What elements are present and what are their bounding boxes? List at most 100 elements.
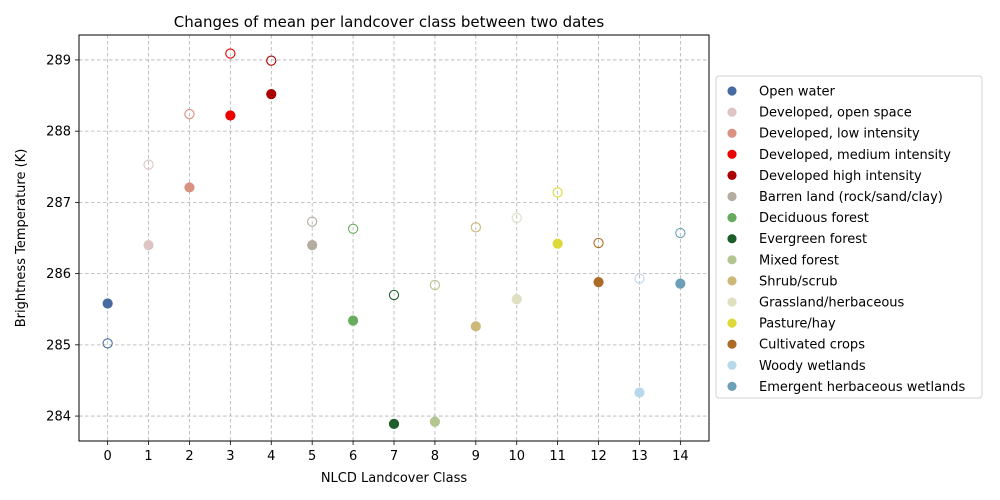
- legend-item: Developed, medium intensity: [727, 148, 951, 163]
- legend: Open water Developed, open space Developed…: [715, 75, 983, 399]
- legend-marker: [727, 381, 737, 391]
- legend-label: Developed, low intensity: [759, 127, 920, 142]
- point-filled: [225, 110, 236, 121]
- point-hollow: [225, 48, 236, 59]
- point-filled: [429, 416, 441, 427]
- legend-label: Grassland/herbaceous: [759, 296, 905, 311]
- legend-label: Deciduous forest: [759, 211, 869, 226]
- point-filled: [470, 321, 481, 332]
- legend-item: Open water: [727, 85, 836, 100]
- point-filled: [593, 277, 604, 288]
- point-hollow: [388, 289, 400, 301]
- legend-item: Grassland/herbaceous: [727, 296, 905, 311]
- legend-item: Developed high intensity: [727, 169, 922, 184]
- point-hollow: [511, 212, 522, 224]
- point-hollow: [675, 227, 686, 239]
- legend-item: Woody wetlands: [727, 359, 866, 374]
- point-filled: [266, 89, 277, 100]
- grid-layer: [79, 35, 709, 441]
- legend-item: Pasture/hay: [727, 317, 836, 332]
- point-filled: [102, 298, 113, 309]
- y-tick-label: 288: [46, 125, 71, 140]
- y-tick-label: 285: [46, 338, 71, 353]
- legend-marker: [727, 107, 737, 117]
- x-axis-ticks: 0 1 2 3 4 5 6 7 8 9 10 11 12 13 14: [103, 441, 689, 464]
- legend-marker: [727, 213, 737, 223]
- y-tick-label: 286: [46, 267, 71, 282]
- x-tick-label: 4: [267, 449, 275, 464]
- point-hollow: [143, 159, 154, 170]
- legend-marker: [727, 297, 737, 307]
- legend-marker: [727, 170, 737, 180]
- x-tick-label: 10: [508, 449, 525, 464]
- legend-box: [715, 75, 983, 399]
- y-tick-label: 284: [46, 410, 71, 425]
- legend-label: Open water: [759, 85, 836, 100]
- point-filled: [511, 294, 522, 305]
- x-tick-label: 1: [144, 449, 152, 464]
- legend-label: Mixed forest: [759, 253, 839, 268]
- point-filled: [143, 240, 154, 251]
- point-hollow: [634, 273, 645, 284]
- point-filled: [184, 182, 195, 193]
- legend-marker: [727, 86, 737, 96]
- legend-item: Deciduous forest: [727, 211, 869, 226]
- legend-label: Cultivated crops: [759, 338, 865, 353]
- legend-item: Mixed forest: [727, 253, 839, 268]
- x-tick-label: 3: [226, 449, 234, 464]
- x-tick-label: 8: [431, 449, 439, 464]
- legend-marker: [727, 276, 737, 286]
- legend-label: Developed, open space: [759, 106, 912, 121]
- legend-label: Pasture/hay: [759, 317, 836, 332]
- plot-frame: [78, 34, 710, 442]
- x-tick-label: 2: [185, 449, 193, 464]
- x-tick-label: 12: [590, 449, 607, 464]
- x-tick-label: 9: [472, 449, 480, 464]
- legend-label: Shrub/scrub: [759, 274, 837, 289]
- legend-item: Developed, low intensity: [727, 127, 920, 142]
- legend-label: Woody wetlands: [759, 359, 866, 374]
- x-tick-label: 14: [672, 449, 689, 464]
- x-tick-label: 13: [631, 449, 648, 464]
- x-tick-label: 6: [349, 449, 357, 464]
- point-hollow: [307, 216, 318, 227]
- y-axis-ticks: 284 285 286 287 288 289: [46, 53, 79, 425]
- legend-item: Barren land (rock/sand/clay): [727, 190, 943, 205]
- point-filled: [307, 240, 318, 251]
- point-filled: [552, 238, 563, 249]
- point-hollow: [347, 223, 359, 234]
- legend-label: Evergreen forest: [759, 232, 867, 247]
- legend-marker: [727, 128, 737, 138]
- legend-marker: [727, 191, 737, 202]
- point-hollow: [266, 55, 277, 66]
- point-filled: [634, 387, 645, 398]
- legend-marker: [727, 255, 737, 265]
- legend-label: Barren land (rock/sand/clay): [759, 190, 943, 205]
- point-hollow: [593, 237, 604, 249]
- legend-item: Developed, open space: [727, 106, 912, 121]
- legend-item: Shrub/scrub: [727, 274, 837, 289]
- point-hollow: [429, 279, 441, 291]
- legend-marker: [727, 149, 737, 159]
- y-tick-label: 287: [46, 196, 71, 211]
- x-tick-label: 5: [308, 449, 316, 464]
- legend-label: Developed, medium intensity: [759, 148, 951, 163]
- legend-marker: [727, 339, 737, 349]
- legend-label: Developed high intensity: [759, 169, 922, 184]
- point-filled: [347, 315, 359, 326]
- legend-item: Cultivated crops: [727, 338, 865, 353]
- point-hollow: [552, 187, 563, 198]
- x-tick-label: 0: [103, 449, 111, 464]
- y-axis-label: Brightness Temperature (K): [14, 149, 29, 328]
- x-tick-label: 7: [390, 449, 398, 464]
- legend-marker: [727, 318, 737, 328]
- legend-item: Evergreen forest: [727, 232, 867, 247]
- point-hollow: [102, 338, 113, 349]
- x-axis-label: NLCD Landcover Class: [321, 471, 468, 486]
- legend-marker: [727, 234, 737, 244]
- x-tick-label: 11: [549, 449, 566, 464]
- legend-marker: [727, 360, 737, 370]
- legend-label: Emergent herbaceous wetlands: [759, 380, 966, 395]
- y-tick-label: 289: [46, 53, 71, 68]
